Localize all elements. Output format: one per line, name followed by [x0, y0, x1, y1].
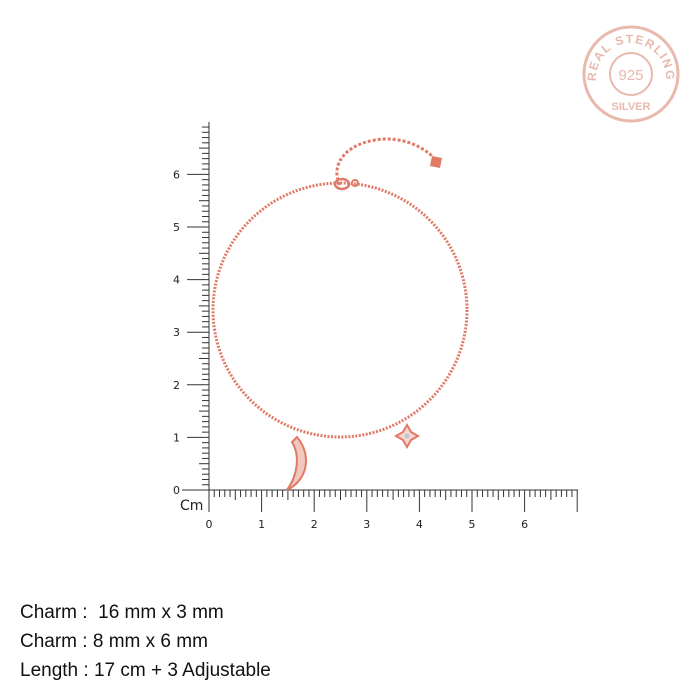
y-tick-label: 0: [173, 484, 180, 497]
jump-ring: [351, 179, 359, 187]
spec-star-charm: Charm : 8 mm x 6 mm: [20, 631, 208, 652]
x-tick-label: 4: [416, 518, 423, 531]
x-tick-label: 3: [363, 518, 370, 531]
y-tick-label: 5: [173, 221, 180, 234]
badge-bottom-text: SILVER: [612, 101, 651, 113]
y-tick-label: 6: [173, 168, 180, 181]
lobster-clasp: [333, 177, 351, 191]
bracelet: [211, 137, 469, 491]
badge-center-text: 925: [618, 67, 643, 84]
x-tick-label: 5: [469, 518, 476, 531]
y-tick-label: 1: [173, 431, 180, 444]
x-tick-label: 0: [206, 518, 213, 531]
spec-moon-charm: Charm : 16 mm x 3 mm: [20, 602, 224, 623]
star-stone: [404, 433, 410, 439]
y-tick-label: 4: [173, 274, 180, 287]
y-tick-label: 2: [173, 379, 180, 392]
extender-chain: [335, 137, 434, 186]
extender-charm: [430, 156, 442, 168]
x-tick-label: 6: [521, 518, 528, 531]
moon-charm: [286, 435, 307, 491]
x-tick-label: 2: [311, 518, 318, 531]
ruler: Cm 0 1 2 3 4 5 6 0 1 2 3 4 5 6: [173, 122, 578, 531]
y-tick-label: 3: [173, 326, 180, 339]
sterling-silver-badge: REAL STERLING 925 SILVER: [582, 25, 680, 123]
x-tick-label: 1: [258, 518, 265, 531]
spec-length: Length : 17 cm + 3 Adjustable: [20, 660, 271, 681]
unit-label: Cm: [180, 498, 203, 514]
bracelet-chain: [211, 181, 469, 439]
